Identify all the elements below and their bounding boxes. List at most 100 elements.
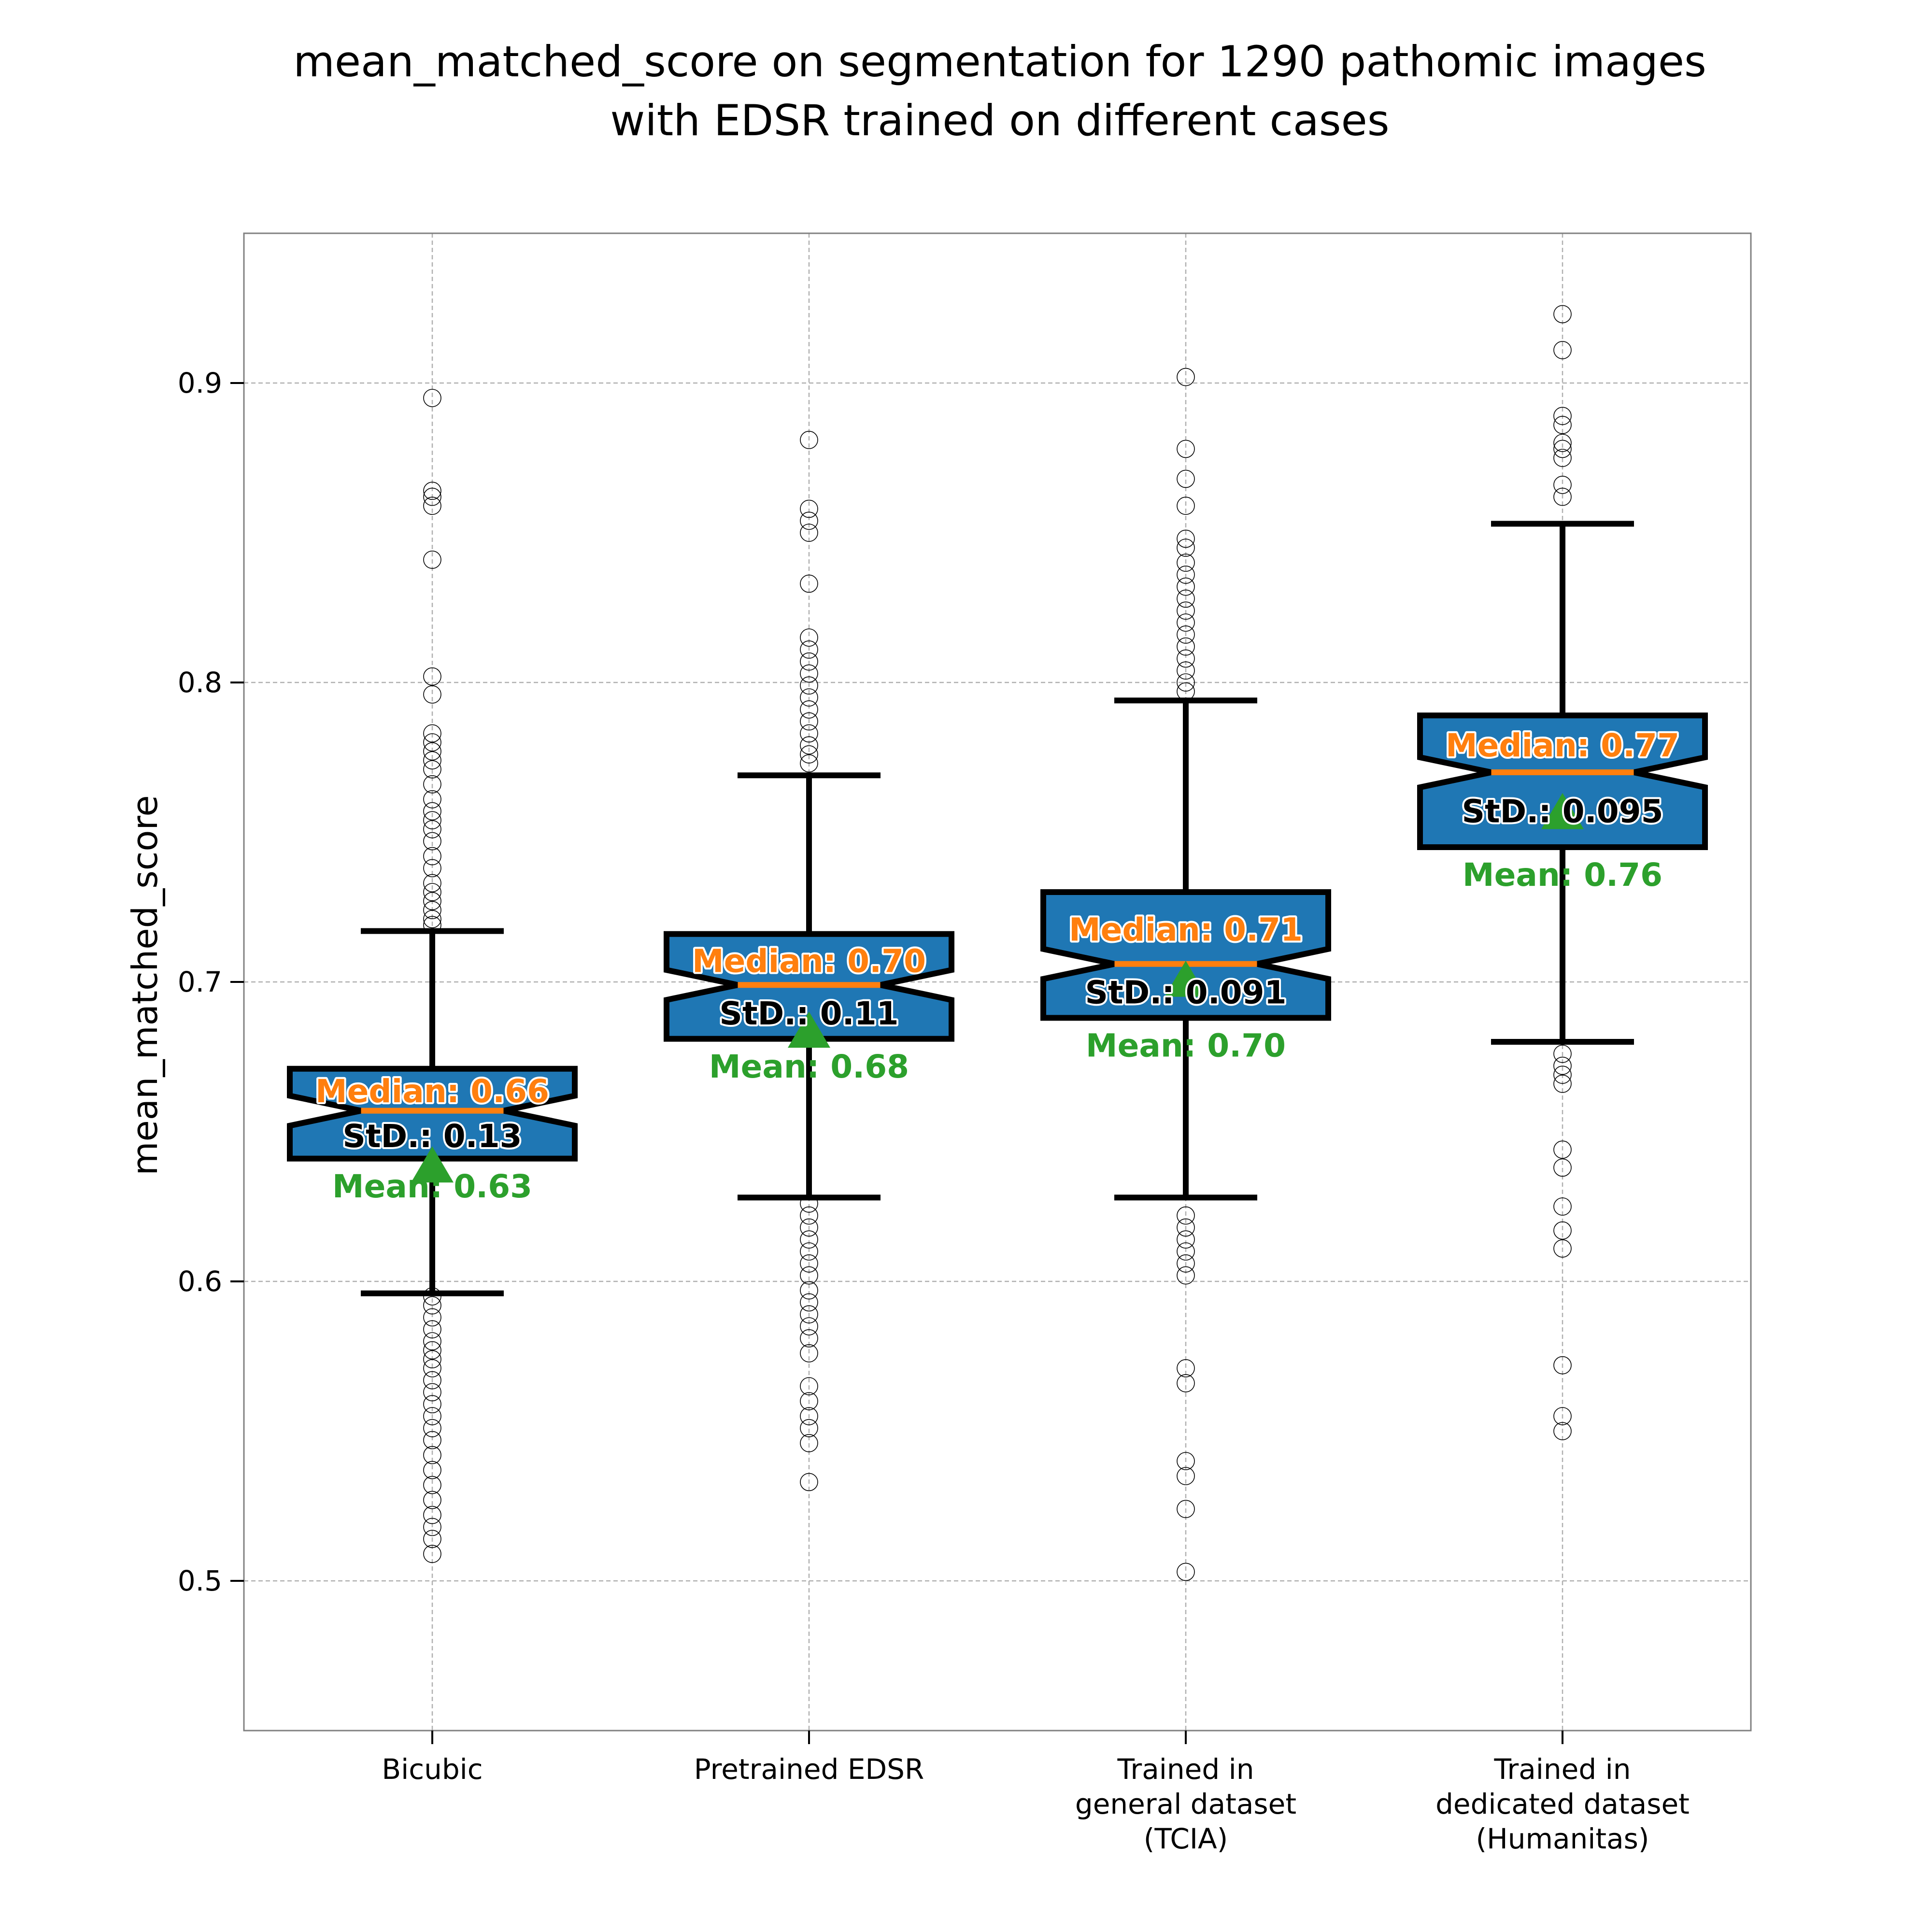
outlier-point bbox=[800, 664, 818, 683]
outlier-point bbox=[423, 482, 441, 500]
outlier-point bbox=[423, 847, 441, 866]
x-tick-label: Pretrained EDSR bbox=[694, 1753, 924, 1786]
x-tick-label: Trained in bbox=[1494, 1753, 1631, 1786]
outlier-point bbox=[1177, 601, 1195, 620]
outlier-point bbox=[423, 859, 441, 878]
outlier-point bbox=[1553, 1239, 1572, 1258]
outlier-point bbox=[800, 1305, 818, 1323]
outlier-point bbox=[423, 1359, 441, 1378]
outlier-point bbox=[800, 688, 818, 707]
outlier-point bbox=[423, 901, 441, 919]
outlier-point bbox=[423, 742, 441, 761]
outlier-point bbox=[423, 1308, 441, 1327]
notched-box bbox=[1417, 712, 1708, 850]
std-label: StD.: 0.091 bbox=[1085, 974, 1286, 1011]
median-label: Median: 0.77 bbox=[1446, 727, 1679, 764]
box-group: Median: 0.77 StD.: 0.095 Mean: 0.76 bbox=[1417, 305, 1708, 1440]
outlier-point bbox=[423, 1419, 441, 1437]
outlier-point bbox=[423, 685, 441, 704]
outlier-point bbox=[1177, 1359, 1195, 1378]
mean-marker bbox=[1165, 961, 1207, 997]
outlier-point bbox=[800, 745, 818, 764]
outlier-point bbox=[800, 1392, 818, 1410]
y-tick-label: 0.7 bbox=[178, 966, 222, 998]
outlier-point bbox=[1177, 1230, 1195, 1249]
outlier-point bbox=[1177, 368, 1195, 386]
outlier-point bbox=[800, 640, 818, 659]
mean-label: Mean: 0.63 bbox=[332, 1168, 532, 1205]
y-tick-label: 0.8 bbox=[178, 666, 222, 699]
outlier-point bbox=[423, 760, 441, 779]
outlier-point bbox=[423, 1395, 441, 1413]
outlier-point bbox=[423, 1518, 441, 1536]
outlier-point bbox=[1177, 566, 1195, 584]
outlier-point bbox=[423, 883, 441, 901]
outlier-point bbox=[1553, 305, 1572, 324]
outlier-point bbox=[1177, 589, 1195, 608]
std-label: StD.: 0.095 bbox=[1462, 793, 1663, 830]
outlier-point bbox=[423, 1506, 441, 1524]
outlier-point bbox=[423, 1407, 441, 1425]
outlier-point bbox=[1553, 434, 1572, 452]
outlier-point bbox=[800, 1377, 818, 1395]
outlier-point bbox=[1177, 1563, 1195, 1581]
outlier-point bbox=[1553, 487, 1572, 506]
outlier-point bbox=[423, 1461, 441, 1479]
outlier-point bbox=[800, 1473, 818, 1492]
y-tick-label: 0.5 bbox=[178, 1564, 222, 1597]
mean-label: Mean: 0.76 bbox=[1463, 856, 1662, 894]
outlier-point bbox=[423, 667, 441, 686]
outlier-point bbox=[1177, 554, 1195, 572]
outlier-point bbox=[423, 1491, 441, 1509]
outlier-point bbox=[800, 1281, 818, 1300]
outlier-point bbox=[1177, 661, 1195, 680]
outlier-point bbox=[423, 1446, 441, 1464]
outlier-point bbox=[800, 1242, 818, 1261]
outlier-point bbox=[1177, 1218, 1195, 1237]
median-label: Median: 0.71 bbox=[1069, 911, 1303, 948]
y-tick-label: 0.9 bbox=[178, 367, 222, 399]
outlier-point bbox=[1177, 649, 1195, 668]
outlier-point bbox=[1177, 625, 1195, 644]
outlier-point bbox=[1177, 469, 1195, 488]
outlier-point bbox=[800, 700, 818, 719]
grid-lines bbox=[244, 233, 1751, 1731]
chart-title-line-1: mean_matched_score on segmentation for 1… bbox=[293, 37, 1706, 86]
std-label: StD.: 0.13 bbox=[342, 1118, 522, 1155]
outlier-point bbox=[423, 1350, 441, 1368]
outlier-point bbox=[800, 754, 818, 773]
x-tick-label: (Humanitas) bbox=[1476, 1822, 1649, 1855]
outlier-point bbox=[1177, 1467, 1195, 1485]
outlier-point bbox=[800, 1344, 818, 1363]
mean-marker bbox=[411, 1146, 454, 1183]
outlier-point bbox=[423, 775, 441, 794]
box-group: Median: 0.70 StD.: 0.11 Mean: 0.68 bbox=[664, 430, 954, 1492]
outlier-point bbox=[1177, 529, 1195, 548]
outlier-point bbox=[423, 1341, 441, 1360]
outlier-point bbox=[1177, 1500, 1195, 1518]
outlier-point bbox=[800, 1407, 818, 1425]
mean-marker bbox=[788, 1011, 830, 1048]
box-group: Median: 0.71 StD.: 0.091 Mean: 0.70 bbox=[1040, 368, 1331, 1581]
outlier-point bbox=[1177, 1452, 1195, 1470]
outlier-point bbox=[800, 628, 818, 647]
y-axis-label: mean_matched_score bbox=[125, 795, 165, 1175]
outlier-point bbox=[423, 487, 441, 506]
chart-title-line-2: with EDSR trained on different cases bbox=[610, 96, 1389, 145]
outlier-point bbox=[423, 820, 441, 838]
outlier-point bbox=[1553, 1356, 1572, 1375]
outlier-point bbox=[800, 652, 818, 671]
outlier-point bbox=[1553, 475, 1572, 494]
outlier-point bbox=[423, 389, 441, 407]
outlier-point bbox=[1177, 497, 1195, 515]
outlier-point bbox=[1553, 1158, 1572, 1177]
outlier-point bbox=[423, 874, 441, 893]
outlier-point bbox=[423, 497, 441, 515]
outlier-point bbox=[800, 1293, 818, 1312]
outlier-point bbox=[1553, 1056, 1572, 1075]
mean-marker bbox=[1541, 793, 1584, 829]
outlier-point bbox=[800, 511, 818, 530]
